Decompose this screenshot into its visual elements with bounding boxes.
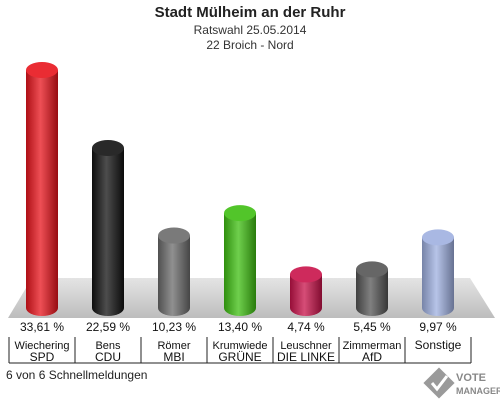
value-label: 10,23 % [152,320,196,334]
bar-top [26,62,58,78]
value-label: 9,97 % [419,320,457,334]
bar-body [26,70,58,316]
value-label: 13,40 % [218,320,262,334]
candidate-label: Krumwiede [212,340,267,352]
chart-subtitle: Ratswahl 25.05.2014 [193,23,307,37]
bar-top [158,227,190,244]
bar-mbi [158,227,190,316]
bar-body [158,235,190,316]
party-label: SPD [30,350,55,364]
value-label: 33,61 % [20,320,64,334]
logo-check-icon [430,375,449,392]
bar-body [224,213,256,316]
candidate-label: Römer [157,340,190,352]
chart-district: 22 Broich - Nord [206,38,294,52]
bar-top [290,266,322,283]
bar-spd [26,62,58,316]
party-label: AfD [362,350,382,364]
candidate-label: Wiechering [14,340,69,352]
chart-title: Stadt Mülheim an der Ruhr [154,4,346,21]
party-label: Sonstige [415,338,462,352]
bar-die-linke [290,266,322,316]
party-label: CDU [95,350,121,364]
bar-top [224,205,256,222]
value-label-group: 33,61 % 22,59 % 10,23 % 13,40 % 4,74 % 5,45 %… [20,320,457,334]
party-label: MBI [163,350,184,364]
value-label: 5,45 % [353,320,391,334]
bar-body [356,269,388,316]
bar-top [92,140,124,157]
value-label: 4,74 % [287,320,325,334]
vote-manager-logo: VOTE MANAGER [423,367,500,399]
logo-text-vote: VOTE [456,372,486,384]
bar-body [422,237,454,316]
bar-body [92,148,124,316]
bar-sonstige [422,229,454,316]
candidate-label: Bens [95,340,121,352]
party-label: GRÜNE [218,350,261,364]
bar-cdu [92,140,124,316]
report-status-note: 6 von 6 Schnellmeldungen [6,368,148,382]
candidate-label: Zimmerman [343,340,402,352]
party-label: DIE LINKE [277,350,335,364]
bar-body [290,274,322,316]
bar-afd [356,261,388,316]
bar-top [422,229,454,246]
logo-diamond [423,367,455,399]
bar-gr-ne [224,205,256,316]
value-label: 22,59 % [86,320,130,334]
logo-text-manager: MANAGER [456,386,500,396]
candidate-label: Leuschner [280,340,332,352]
bar-group [26,62,454,316]
bar-top [356,261,388,278]
